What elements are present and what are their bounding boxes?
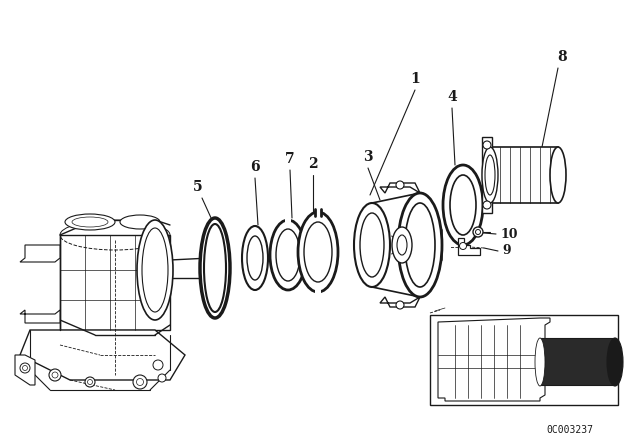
Circle shape (483, 141, 491, 149)
Polygon shape (20, 245, 60, 262)
Circle shape (473, 227, 483, 237)
Ellipse shape (482, 147, 498, 203)
Ellipse shape (360, 213, 384, 277)
Ellipse shape (204, 224, 226, 312)
Polygon shape (420, 225, 442, 265)
Ellipse shape (247, 236, 263, 280)
Polygon shape (60, 235, 170, 330)
Text: 4: 4 (447, 90, 457, 104)
Circle shape (396, 301, 404, 309)
Circle shape (396, 181, 404, 189)
Ellipse shape (270, 220, 306, 290)
Circle shape (483, 201, 491, 209)
Bar (315, 209, 321, 217)
Polygon shape (20, 310, 60, 323)
Circle shape (88, 379, 93, 384)
Ellipse shape (354, 203, 390, 287)
Circle shape (476, 229, 481, 234)
Polygon shape (380, 297, 420, 307)
Circle shape (158, 374, 166, 382)
Circle shape (22, 366, 28, 370)
Text: 5: 5 (193, 180, 203, 194)
Ellipse shape (397, 235, 407, 255)
Polygon shape (482, 137, 492, 213)
Ellipse shape (242, 226, 268, 290)
Ellipse shape (200, 218, 230, 318)
Ellipse shape (550, 147, 566, 203)
Ellipse shape (398, 193, 442, 297)
Text: 7: 7 (285, 152, 295, 166)
Text: 2: 2 (308, 157, 318, 171)
Polygon shape (490, 147, 558, 203)
Circle shape (49, 369, 61, 381)
Ellipse shape (142, 228, 168, 312)
Bar (285, 217, 291, 223)
Ellipse shape (607, 338, 623, 386)
Ellipse shape (450, 175, 476, 235)
Ellipse shape (137, 220, 173, 320)
Text: 1: 1 (410, 72, 420, 86)
Ellipse shape (535, 338, 545, 386)
Text: 10: 10 (500, 228, 518, 241)
Polygon shape (380, 183, 420, 193)
Bar (430, 315, 618, 405)
Text: 9: 9 (502, 245, 511, 258)
Circle shape (460, 242, 467, 250)
Text: 6: 6 (250, 160, 260, 174)
Ellipse shape (405, 203, 435, 287)
Text: 0C003237: 0C003237 (547, 425, 593, 435)
Ellipse shape (443, 165, 483, 245)
Text: 3: 3 (363, 150, 373, 164)
Circle shape (85, 377, 95, 387)
Ellipse shape (304, 222, 332, 282)
Circle shape (153, 360, 163, 370)
Circle shape (136, 379, 143, 385)
Circle shape (20, 363, 30, 373)
Circle shape (133, 375, 147, 389)
Polygon shape (458, 238, 480, 255)
Ellipse shape (72, 217, 108, 227)
Polygon shape (15, 355, 35, 385)
Ellipse shape (276, 229, 300, 281)
Ellipse shape (392, 227, 412, 263)
Ellipse shape (120, 215, 160, 229)
Text: 8: 8 (557, 50, 567, 64)
Ellipse shape (298, 212, 338, 292)
Bar (315, 288, 321, 296)
Ellipse shape (485, 155, 495, 195)
Circle shape (52, 372, 58, 378)
Polygon shape (20, 330, 185, 380)
Ellipse shape (65, 214, 115, 230)
Polygon shape (438, 318, 550, 401)
Polygon shape (540, 338, 615, 385)
